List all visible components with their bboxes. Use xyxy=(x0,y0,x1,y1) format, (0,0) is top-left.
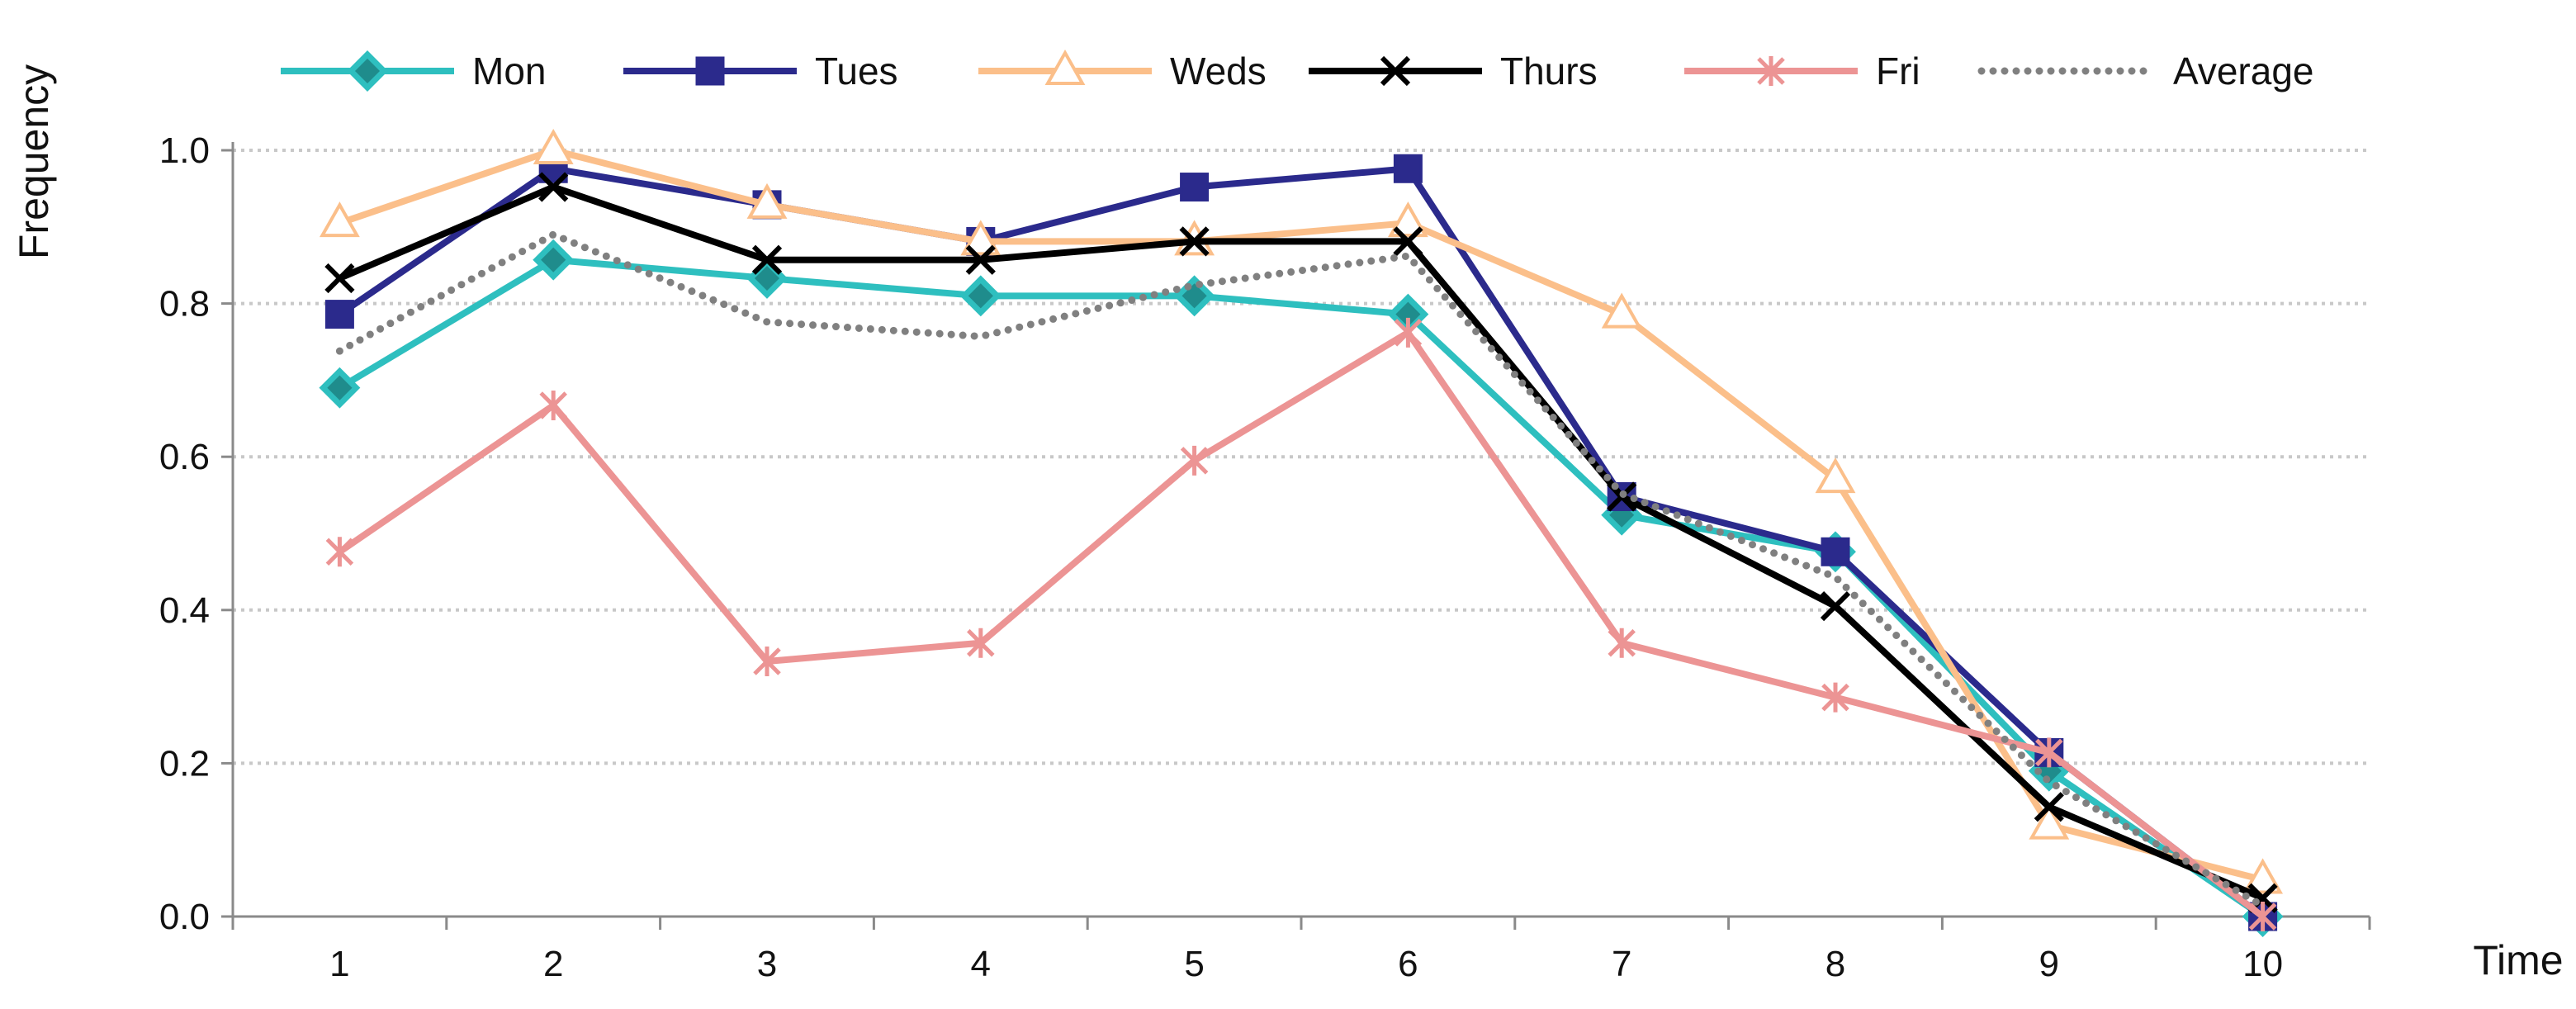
data-point-thurs xyxy=(324,263,355,294)
series-line-tues xyxy=(338,165,2266,920)
data-point-fri xyxy=(2248,902,2277,931)
data-point-weds xyxy=(533,128,574,164)
legend-label-average: Average xyxy=(2173,50,2314,92)
y-axis-title: Frequency xyxy=(11,64,57,259)
legend-marker-weds xyxy=(1044,49,1086,85)
y-tick-label: 0.2 xyxy=(159,743,210,784)
y-tick-label: 0.8 xyxy=(159,284,210,324)
data-point-tues xyxy=(1821,537,1850,566)
axes xyxy=(221,142,2371,930)
legend: Mon Tues Weds Thurs Fri Average xyxy=(281,49,2314,92)
series-average xyxy=(335,230,2267,910)
data-point-fri xyxy=(1821,682,1849,713)
data-point-weds xyxy=(1815,457,1856,494)
data-point-thurs xyxy=(538,172,569,202)
series-line-weds xyxy=(339,147,2264,883)
series-line-fri xyxy=(338,329,2266,920)
data-point-weds xyxy=(2029,803,2070,840)
series-mon xyxy=(319,239,2284,937)
legend-label-fri: Fri xyxy=(1876,50,1920,92)
x-tick-labels: 1 2 3 4 5 6 7 8 9 10 xyxy=(329,944,2283,984)
data-point-thurs xyxy=(751,244,783,275)
x-tick-label: 2 xyxy=(543,944,563,984)
data-point-weds xyxy=(319,201,360,238)
series-thurs xyxy=(324,172,2278,913)
legend-marker-fri xyxy=(1757,56,1785,86)
data-point-thurs xyxy=(965,244,996,275)
data-point-weds xyxy=(960,220,1002,256)
legend-item-thurs: Thurs xyxy=(1309,50,1598,92)
gridlines xyxy=(233,149,2370,765)
series-line-mon xyxy=(338,256,2265,920)
data-point-fri xyxy=(1180,445,1209,476)
legend-marker-tues xyxy=(695,56,725,86)
y-tick-label: 0.6 xyxy=(159,437,210,477)
data-point-mon xyxy=(533,239,575,281)
data-point-fri xyxy=(1608,628,1636,658)
legend-item-tues: Tues xyxy=(623,50,898,92)
data-point-thurs xyxy=(1393,226,1423,257)
series-group xyxy=(319,128,2284,937)
legend-item-mon: Mon xyxy=(281,50,546,92)
legend-label-tues: Tues xyxy=(815,50,898,92)
data-point-fri xyxy=(325,537,354,567)
data-point-thurs xyxy=(2034,792,2064,822)
series-weds xyxy=(319,128,2284,894)
x-tick-label: 4 xyxy=(971,944,991,984)
data-point-fri xyxy=(1394,317,1423,348)
data-point-mon xyxy=(746,258,788,299)
legend-item-weds: Weds xyxy=(978,49,1267,92)
legend-marker-thurs xyxy=(1380,55,1411,87)
y-tick-label: 0.0 xyxy=(159,897,210,937)
data-point-weds xyxy=(746,182,788,219)
series-line-thurs xyxy=(338,183,2265,902)
x-tick-label: 7 xyxy=(1612,944,1631,984)
data-point-tues xyxy=(1180,173,1210,202)
data-point-fri xyxy=(539,391,567,421)
data-point-tues xyxy=(1393,154,1423,183)
data-point-thurs xyxy=(1820,591,1851,622)
x-tick-label: 3 xyxy=(757,944,777,984)
legend-label-mon: Mon xyxy=(472,50,546,92)
data-point-mon xyxy=(959,275,1002,317)
data-point-tues xyxy=(324,300,354,329)
x-tick-label: 10 xyxy=(2242,944,2283,984)
data-point-fri xyxy=(2035,737,2063,768)
data-point-weds xyxy=(1601,292,1642,329)
data-point-mon xyxy=(319,367,361,409)
x-tick-label: 1 xyxy=(329,944,349,984)
data-point-weds xyxy=(2242,858,2284,894)
legend-label-thurs: Thurs xyxy=(1500,50,1598,92)
y-tick-labels: 0.0 0.2 0.4 0.6 0.8 1.0 xyxy=(159,130,210,937)
y-tick-label: 0.4 xyxy=(159,590,210,631)
data-point-mon xyxy=(1173,275,1215,317)
data-point-weds xyxy=(1387,201,1428,238)
x-axis-title: Time xyxy=(2473,937,2563,983)
legend-label-weds: Weds xyxy=(1170,50,1267,92)
y-tick-label: 1.0 xyxy=(159,130,210,171)
legend-item-average: Average xyxy=(1977,50,2314,92)
x-tick-label: 8 xyxy=(1825,944,1845,984)
series-fri xyxy=(325,317,2277,931)
legend-item-fri: Fri xyxy=(1684,50,1920,92)
x-tick-label: 6 xyxy=(1398,944,1418,984)
x-tick-label: 5 xyxy=(1184,944,1204,984)
legend-marker-mon xyxy=(347,50,388,92)
data-point-fri xyxy=(753,646,781,676)
x-tick-label: 9 xyxy=(2039,944,2059,984)
data-point-fri xyxy=(967,628,995,658)
data-point-thurs xyxy=(1179,226,1210,257)
series-line-average xyxy=(335,230,2267,910)
